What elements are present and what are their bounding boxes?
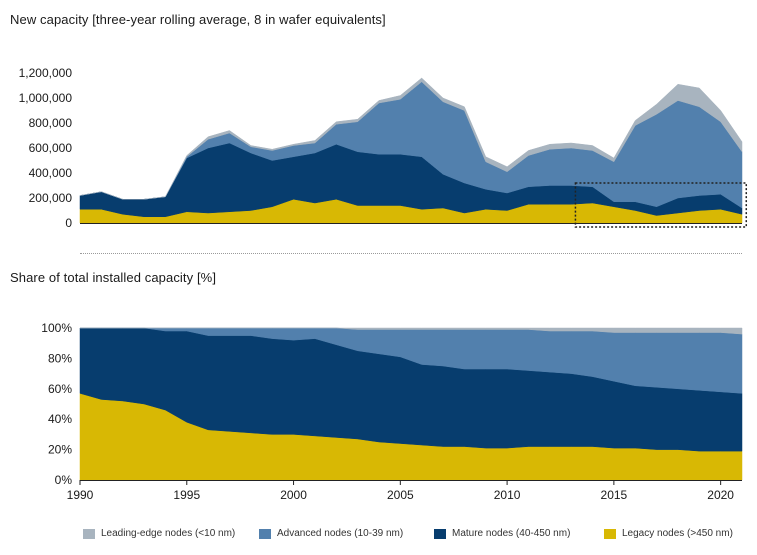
legend-label-legacy: Legacy nodes (>450 nm): [622, 528, 733, 539]
legend-item-mature: Mature nodes (40-450 nm): [434, 528, 570, 539]
share-ytick-label: 100%: [41, 321, 72, 335]
share-xtick-label: 2015: [601, 488, 628, 502]
legend-item-legacy: Legacy nodes (>450 nm): [604, 528, 733, 539]
capacity-chart: 0 200,000 400,000 600,000 800,000 1,000,000 1,…: [19, 66, 748, 230]
capacity-ytick-label: 400,000: [29, 166, 73, 180]
legend-label-advanced: Advanced nodes (10-39 nm): [277, 528, 404, 539]
share-ytick-label: 20%: [48, 443, 72, 457]
share-ytick-label: 80%: [48, 351, 72, 365]
legend-swatch-legacy: [604, 528, 616, 539]
legend-item-leading: Leading-edge nodes (<10 nm): [83, 528, 235, 539]
section-divider: [80, 253, 742, 254]
bottom-chart-title: Share of total installed capacity [%]: [10, 270, 217, 285]
share-ytick-label: 60%: [48, 382, 72, 396]
share-xtick-label: 2000: [280, 488, 307, 502]
legend-label-leading: Leading-edge nodes (<10 nm): [101, 528, 236, 539]
legend: Leading-edge nodes (<10 nm) Advanced nod…: [0, 528, 757, 546]
share-xtick-label: 1995: [173, 488, 200, 502]
share-xtick-label: 2020: [707, 488, 734, 502]
capacity-ytick-label: 0: [65, 216, 72, 230]
share-xtick-label: 1990: [67, 488, 94, 502]
capacity-ytick-label: 600,000: [29, 141, 73, 155]
top-chart-title: New capacity [three-year rolling average…: [10, 12, 386, 27]
share-xtick-label: 2010: [494, 488, 521, 502]
share-area-leading: [80, 327, 743, 335]
legend-item-advanced: Advanced nodes (10-39 nm): [259, 528, 403, 539]
share-chart: 0% 20% 40% 60% 80% 100% 1990 1995 2000 2005 2010 20…: [41, 321, 743, 502]
capacity-ytick-label: 800,000: [29, 116, 73, 130]
legend-swatch-mature: [434, 528, 446, 539]
capacity-ytick-label: 200,000: [29, 191, 73, 205]
share-ytick-label: 40%: [48, 412, 72, 426]
legend-swatch-advanced: [259, 528, 271, 539]
legend-label-mature: Mature nodes (40-450 nm): [452, 528, 571, 539]
capacity-ytick-label: 1,000,000: [19, 91, 73, 105]
share-ytick-label: 0%: [55, 473, 73, 487]
legend-swatch-leading: [83, 528, 95, 539]
capacity-area-leading: [79, 77, 743, 200]
highlight-box: [574, 182, 748, 228]
share-xtick-label: 2005: [387, 488, 414, 502]
capacity-ytick-label: 1,200,000: [19, 66, 73, 80]
